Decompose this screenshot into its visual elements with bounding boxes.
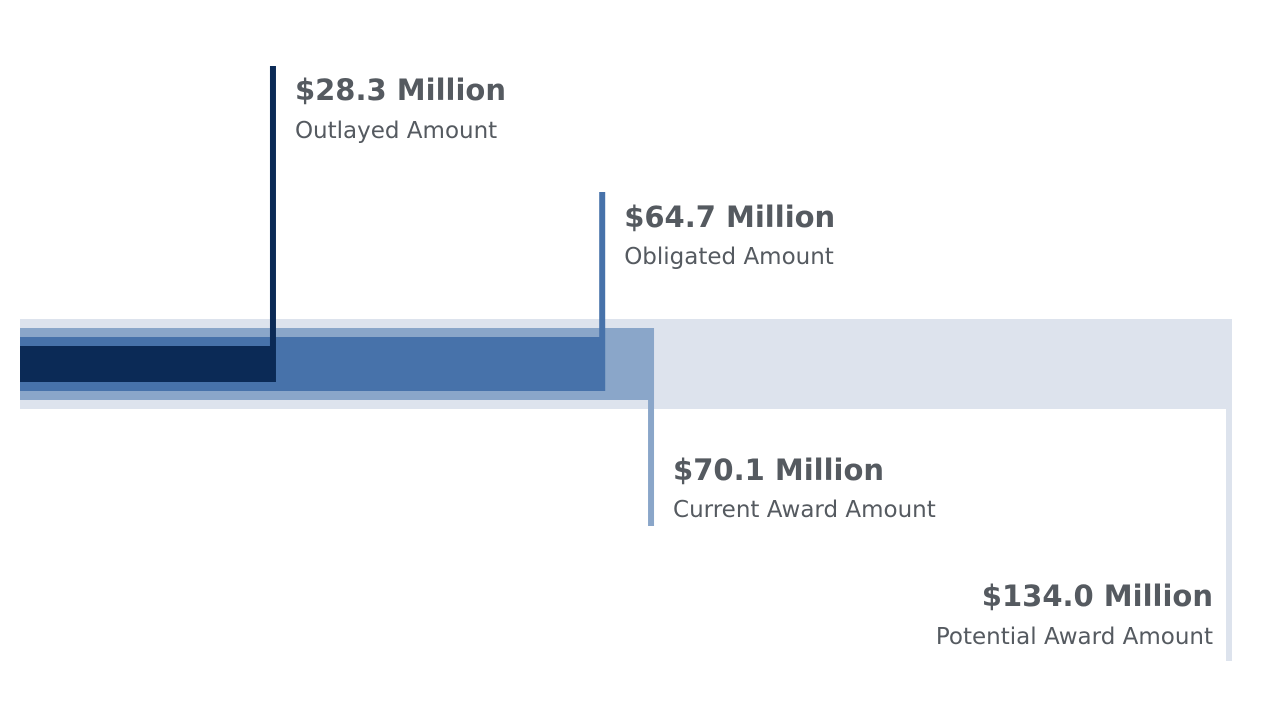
- leader-current-award: [648, 400, 655, 526]
- value-outlayed: $28.3 Million: [295, 73, 506, 107]
- label-obligated: Obligated Amount: [624, 244, 834, 270]
- bars-group: [20, 319, 1232, 409]
- value-obligated: $64.7 Million: [624, 200, 835, 234]
- label-potential-award: Potential Award Amount: [936, 624, 1213, 650]
- label-outlayed: Outlayed Amount: [295, 118, 497, 144]
- leader-outlayed: [269, 66, 276, 346]
- bar-outlayed: [20, 346, 276, 382]
- value-current-award: $70.1 Million: [673, 453, 884, 487]
- value-potential-award: $134.0 Million: [982, 579, 1213, 613]
- label-current-award: Current Award Amount: [673, 497, 936, 523]
- leader-obligated: [599, 192, 606, 337]
- leader-potential-award: [1226, 409, 1232, 661]
- labels-group: $28.3 Million Outlayed Amount $64.7 Mill…: [295, 73, 1213, 650]
- leaders-group: [269, 66, 1232, 661]
